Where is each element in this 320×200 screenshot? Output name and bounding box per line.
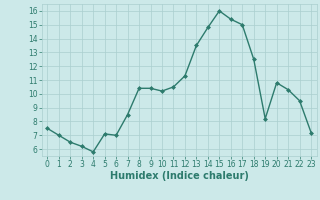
X-axis label: Humidex (Indice chaleur): Humidex (Indice chaleur) [110, 171, 249, 181]
